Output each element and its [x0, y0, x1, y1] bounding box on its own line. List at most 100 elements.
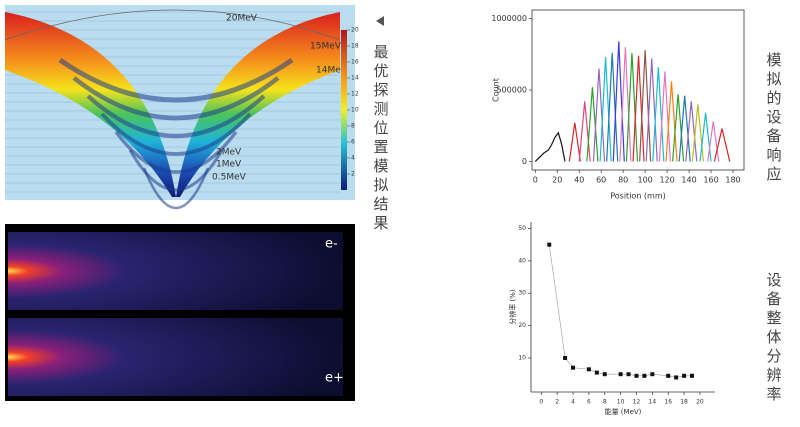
line-series	[625, 52, 639, 162]
energy-label: 20MeV	[226, 14, 258, 24]
point	[690, 373, 694, 378]
x-tick-label: 80	[618, 176, 628, 185]
colorbar-label: 10	[351, 107, 359, 114]
line-series	[568, 122, 581, 162]
energy-label: 2MeV	[216, 148, 242, 158]
y-axis-label: 分辨率 (%)	[508, 289, 517, 325]
caption: 模拟的设备响应	[765, 52, 783, 185]
colorbar-label: 12	[351, 91, 359, 98]
y-tick-label: 1000000	[491, 14, 527, 23]
line-series	[632, 55, 645, 162]
left-wing	[5, 12, 176, 197]
colorbar-label: 2	[351, 171, 355, 178]
y-tick-label: 0	[522, 157, 527, 166]
y-tick-label: 30	[518, 290, 526, 297]
line-series	[713, 128, 731, 162]
x-tick-label: 160	[703, 176, 718, 185]
x-tick-label: 0	[539, 399, 543, 406]
point	[674, 375, 679, 380]
x-axis-label: Position (mm)	[610, 192, 666, 201]
line-series	[672, 94, 685, 162]
point	[594, 370, 599, 375]
colorbar-label: 6	[351, 139, 355, 146]
colorbar-label: 18	[351, 43, 359, 50]
line-series	[612, 41, 625, 162]
caption: 设备整体分辨率	[765, 272, 783, 405]
plot-frame	[531, 9, 745, 171]
line-series	[685, 101, 698, 162]
line-series	[699, 112, 712, 162]
energy-label: 14MeV	[316, 66, 348, 76]
point	[618, 372, 623, 377]
point	[634, 373, 639, 378]
point	[642, 373, 647, 378]
y-tick-label: 10	[518, 355, 526, 362]
x-tick-label: 140	[681, 176, 696, 185]
shell-arc	[128, 149, 224, 192]
line-series	[652, 67, 665, 162]
x-tick-label: 100	[637, 176, 652, 185]
point	[547, 242, 552, 247]
x-tick-label: 2	[555, 399, 559, 406]
energy-label: 0.5MeV	[212, 173, 247, 183]
shell-arc	[58, 57, 294, 103]
shell-arc	[142, 167, 210, 210]
line-series	[606, 52, 619, 162]
right-wing	[176, 12, 340, 197]
x-tick-label: 0	[533, 176, 538, 185]
colorbar-label: 8	[351, 123, 355, 130]
shell-arc	[72, 76, 280, 121]
x-tick-label: 20	[696, 399, 704, 406]
x-tick-label: 18	[680, 399, 688, 406]
line-series	[599, 57, 612, 162]
shell-arc	[114, 130, 238, 174]
x-tick-label: 20	[552, 176, 562, 185]
y-axis-label: Count	[492, 78, 501, 102]
x-tick-label: 10	[617, 399, 625, 406]
colorbar-label: 16	[351, 59, 359, 66]
y-tick-label: 40	[518, 257, 526, 264]
shell-arc	[100, 112, 252, 156]
colorbar-label: 20	[351, 27, 359, 34]
x-tick-label: 4	[571, 399, 575, 406]
particle-label: e+	[325, 371, 344, 386]
point	[650, 372, 655, 377]
line-series	[691, 104, 704, 162]
point	[682, 373, 687, 378]
energy-label: 1MeV	[216, 160, 242, 170]
line-series	[586, 87, 599, 162]
point	[666, 373, 671, 378]
x-tick-label: 60	[596, 176, 606, 185]
detector-panel	[8, 232, 343, 310]
y-tick-label: 50	[518, 225, 526, 232]
x-tick-label: 120	[659, 176, 674, 185]
x-tick-label: 8	[603, 399, 607, 406]
point	[602, 372, 607, 377]
line-series	[592, 68, 606, 162]
line-series	[707, 121, 720, 162]
x-tick-label: 12	[633, 399, 641, 406]
energy-label: 15MeV	[310, 42, 342, 52]
connector	[548, 244, 692, 378]
x-axis-label: 能量 (MeV)	[605, 407, 642, 416]
point	[571, 365, 576, 370]
colorbar-label: 4	[351, 155, 355, 162]
y-tick-label: 20	[518, 322, 526, 329]
particle-label: e-	[325, 237, 338, 252]
shell-arc	[86, 94, 266, 138]
x-tick-label: 180	[725, 176, 740, 185]
outer-arc	[4, 9, 341, 41]
x-tick-label: 6	[587, 399, 591, 406]
point	[586, 367, 591, 372]
x-tick-label: 16	[664, 399, 672, 406]
point	[626, 372, 631, 377]
x-tick-label: 14	[649, 399, 657, 406]
y-tick-label: 500000	[496, 86, 527, 95]
line-series	[534, 131, 566, 162]
colorbar	[341, 30, 347, 190]
caption: 最优探测位置模拟结果	[372, 44, 390, 234]
detector-panel	[8, 318, 343, 396]
colorbar-label: 14	[351, 75, 359, 82]
arrow-icon	[376, 16, 384, 26]
